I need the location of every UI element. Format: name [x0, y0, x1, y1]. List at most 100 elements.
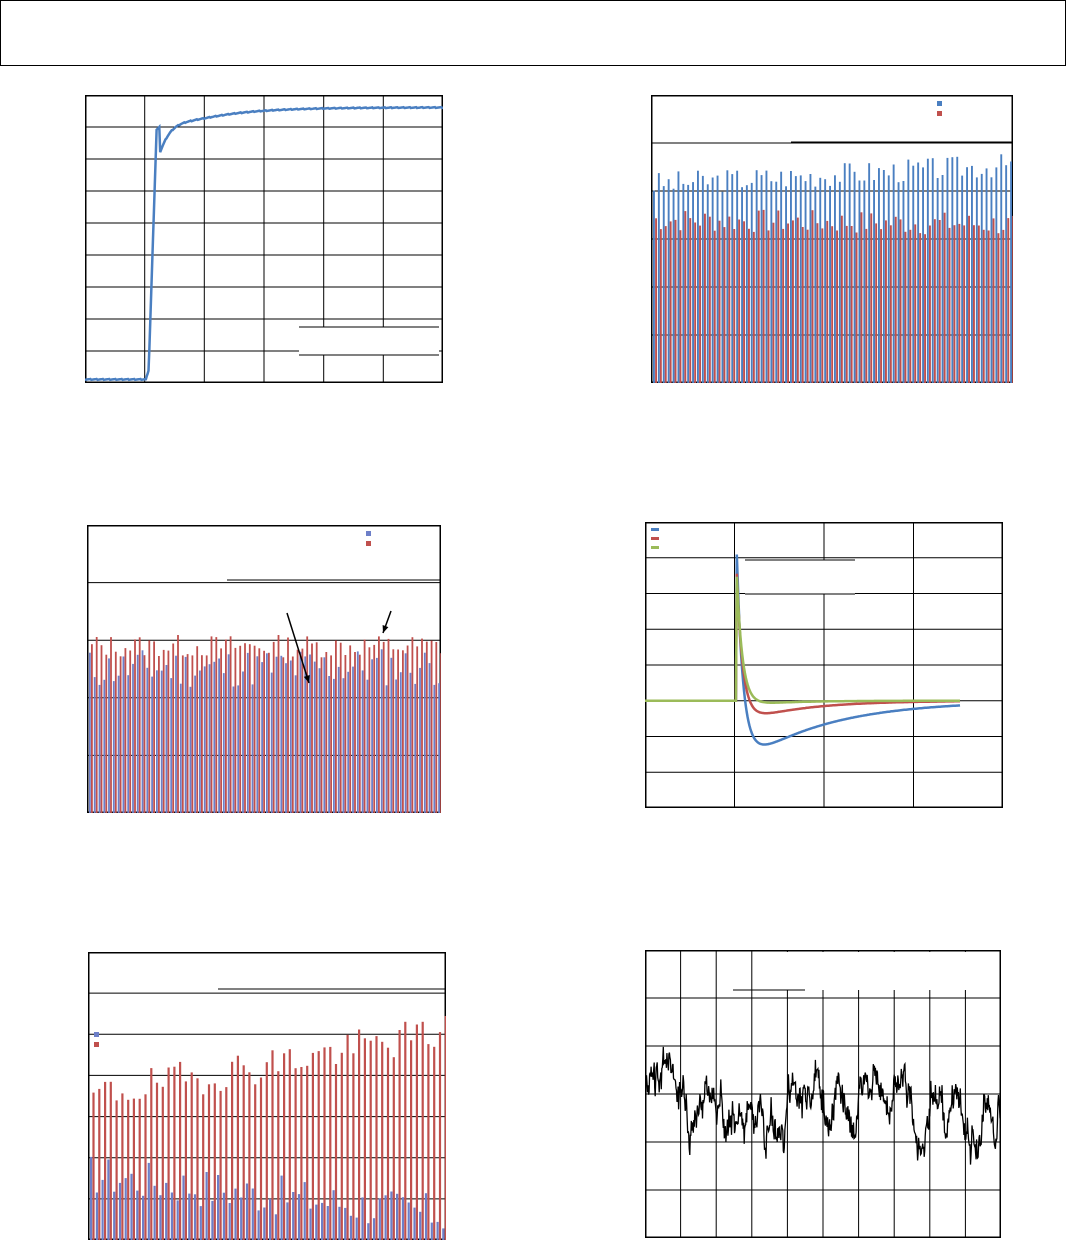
bar-series-b: [397, 649, 399, 813]
bar-series-b: [234, 647, 237, 813]
bar-series-b: [109, 1081, 112, 1240]
bar-series-a: [951, 157, 954, 383]
bar-series-a: [146, 667, 149, 813]
bar-series-b: [378, 636, 380, 813]
annotation-arrow: [286, 612, 310, 684]
bar-series-a: [424, 1193, 428, 1240]
bar-series-b: [704, 213, 706, 383]
bar-series-b: [982, 229, 985, 383]
bar-series-a: [887, 175, 890, 383]
bar-series-b: [219, 1090, 222, 1240]
bar-series-a: [294, 675, 297, 813]
bar-series-b: [296, 649, 299, 813]
bar-series-a: [213, 661, 216, 813]
bar-series-b: [258, 648, 261, 813]
bar-series-b: [311, 643, 313, 813]
bar-series-b: [894, 216, 897, 383]
bar-series-b: [738, 219, 741, 383]
bar-series-a: [113, 1191, 116, 1240]
bar-series-a: [809, 174, 812, 383]
bar-series-b: [283, 1053, 286, 1240]
bar-series-b: [354, 652, 356, 813]
bar-series-a: [692, 182, 694, 383]
bar-series-b: [143, 655, 146, 813]
bar-series-a: [682, 183, 685, 383]
legend-swatch: [937, 111, 942, 116]
bar-series-a: [356, 651, 359, 813]
bar-series-b: [392, 1057, 395, 1240]
chart-settling: [85, 95, 443, 383]
bar-series-b: [831, 226, 834, 383]
bar-series-b: [992, 218, 995, 383]
bar-series-b: [728, 216, 731, 383]
bar-series-b: [186, 654, 189, 813]
chart-svg: [85, 95, 443, 383]
bar-series-b: [669, 221, 672, 383]
bar-series-a: [838, 181, 841, 383]
bar-series-b: [127, 1099, 130, 1240]
bar-series-b: [885, 220, 887, 383]
bar-series-a: [882, 170, 885, 383]
bar-series-b: [444, 1016, 446, 1240]
bar-series-a: [407, 1202, 410, 1240]
bar-series-b: [406, 645, 409, 813]
bar-series-a: [423, 652, 426, 813]
bar-series-a: [404, 653, 407, 813]
bar-series-a: [313, 661, 316, 813]
bar-series-b: [415, 1024, 418, 1240]
bar-series-b: [205, 655, 208, 813]
bar-series-a: [232, 686, 235, 813]
bar-series-b: [191, 655, 194, 813]
bar-series-a: [672, 188, 675, 383]
bar-series-a: [755, 170, 758, 383]
chart-svg: [87, 525, 441, 813]
bar-series-b: [433, 1046, 436, 1240]
bar-series-a: [922, 167, 924, 383]
bar-series-b: [236, 1055, 239, 1240]
bar-series-a: [419, 1211, 422, 1240]
bar-series-a: [701, 175, 704, 383]
bar-series-a: [234, 1188, 237, 1240]
bar-series-b: [855, 232, 858, 383]
bar-series-b: [181, 655, 184, 813]
bar-series-b: [291, 656, 294, 813]
bar-series-b: [134, 639, 136, 813]
bar-series-a: [433, 684, 436, 813]
bar-series-b: [782, 228, 785, 383]
bar-series-a: [303, 1182, 306, 1240]
bar-series-a: [726, 170, 729, 383]
bar-series-a: [93, 677, 96, 813]
bar-series-a: [799, 175, 802, 383]
bar-series-a: [706, 184, 709, 383]
bar-series-a: [342, 678, 345, 813]
bar-series-b: [427, 1044, 430, 1240]
bar-series-b: [899, 219, 902, 383]
bar-series-a: [931, 158, 934, 383]
bar-series-b: [811, 210, 814, 383]
bar-series-a: [217, 1175, 220, 1240]
bar-series-a: [1010, 161, 1012, 383]
bar-series-b: [268, 652, 270, 813]
bar-series-a: [246, 652, 249, 813]
bar-series-b: [162, 649, 165, 813]
bar-series-b: [201, 655, 203, 813]
bar-series-b: [953, 225, 956, 383]
bar-series-b: [369, 1040, 372, 1240]
bar-series-b: [202, 1094, 205, 1240]
bar-series-a: [227, 654, 230, 813]
bar-series-b: [263, 650, 265, 813]
bar-series-b: [840, 215, 843, 383]
bar-series-b: [904, 231, 907, 383]
bar-series-a: [662, 186, 665, 383]
legend-swatch: [94, 1042, 99, 1047]
bar-series-b: [748, 228, 750, 383]
bar-series-a: [165, 1182, 168, 1240]
bar-series-b: [148, 640, 151, 813]
bar-series-b: [411, 637, 414, 813]
bar-series-b: [425, 641, 428, 813]
bar-series-a: [222, 1192, 225, 1240]
chart-bars-middle-left: [87, 525, 441, 813]
bar-series-b: [664, 226, 667, 383]
bar-series-b: [958, 223, 961, 383]
bar-series-b: [816, 223, 819, 383]
